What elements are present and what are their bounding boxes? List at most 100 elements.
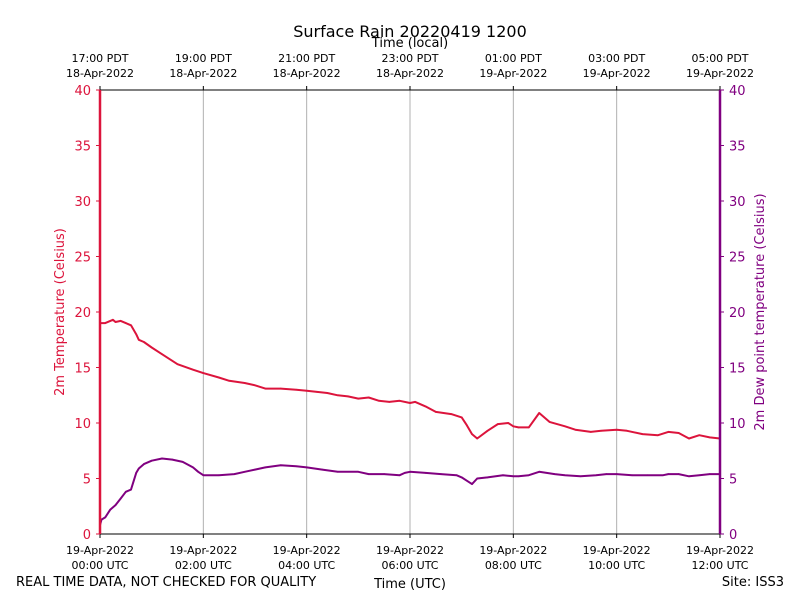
data-point-dewpoint <box>254 468 256 471</box>
data-point-dewpoint <box>528 474 530 477</box>
data-point-dewpoint <box>243 471 246 473</box>
data-point-temperature <box>305 390 308 392</box>
data-point-temperature <box>517 426 520 429</box>
data-point-dewpoint <box>460 476 463 479</box>
data-point-dewpoint <box>708 473 711 475</box>
data-point-dewpoint <box>440 473 442 475</box>
data-point-temperature <box>114 321 117 323</box>
data-point-temperature <box>135 333 137 336</box>
x-tick-label-time: 04:00 UTC <box>278 559 335 572</box>
x-tick-label-time: 08:00 UTC <box>485 559 542 572</box>
data-point-dewpoint <box>698 474 701 477</box>
data-point-dewpoint <box>218 474 220 477</box>
x-tick-label-date: 19-Apr-2022 <box>583 544 651 557</box>
x-tick-label-date: 19-Apr-2022 <box>169 544 237 557</box>
data-point-dewpoint <box>398 474 401 477</box>
x-tick-label-time: 10:00 UTC <box>588 559 645 572</box>
x-tick-label-date: 19-Apr-2022 <box>376 544 444 557</box>
y-tick-label-right: 0 <box>729 528 737 543</box>
data-point-dewpoint <box>605 473 608 475</box>
data-point-temperature <box>280 387 282 390</box>
x-tick-label-time: 02:00 UTC <box>175 559 232 572</box>
data-point-temperature <box>161 353 163 356</box>
data-point-dewpoint <box>171 458 174 461</box>
top-tick-label-date: 19-Apr-2022 <box>583 67 651 80</box>
data-point-temperature <box>130 324 132 327</box>
data-point-temperature <box>218 376 220 379</box>
data-point-temperature <box>657 434 659 437</box>
data-point-dewpoint <box>202 474 205 477</box>
x-tick-label-date: 19-Apr-2022 <box>273 544 341 557</box>
data-point-temperature <box>254 384 256 387</box>
y-tick-label-left: 0 <box>83 528 91 543</box>
top-tick-label-time: 19:00 PDT <box>175 52 232 65</box>
data-point-dewpoint <box>615 473 618 475</box>
data-quality-note: REAL TIME DATA, NOT CHECKED FOR QUALITY <box>16 575 317 590</box>
data-point-temperature <box>378 400 380 402</box>
data-point-dewpoint <box>466 479 468 482</box>
data-point-temperature <box>512 425 515 428</box>
data-point-dewpoint <box>564 474 566 477</box>
data-point-dewpoint <box>677 473 680 475</box>
data-point-temperature <box>460 416 463 419</box>
top-tick-label-date: 18-Apr-2022 <box>273 67 341 80</box>
x-tick-label-date: 19-Apr-2022 <box>686 544 754 557</box>
data-point-temperature <box>528 426 530 429</box>
data-point-temperature <box>243 382 246 384</box>
data-point-dewpoint <box>125 491 127 493</box>
data-point-dewpoint <box>135 472 137 474</box>
data-point-temperature <box>264 387 267 390</box>
data-point-dewpoint <box>512 475 515 478</box>
y-tick-label-left: 10 <box>74 417 91 432</box>
data-point-dewpoint <box>646 474 649 477</box>
data-point-dewpoint <box>538 471 540 473</box>
y-tick-label-left: 25 <box>74 251 91 266</box>
y-tick-label-right: 10 <box>729 417 746 432</box>
data-point-temperature <box>548 421 551 423</box>
y-tick-label-right: 5 <box>729 473 737 488</box>
data-point-temperature <box>138 339 140 341</box>
data-point-dewpoint <box>662 474 664 477</box>
y-axis-label-left: 2m Temperature (Celsius) <box>53 228 68 396</box>
top-tick-label-time: 23:00 PDT <box>381 52 438 65</box>
x-tick-label-time: 00:00 UTC <box>71 559 128 572</box>
data-point-temperature <box>295 388 298 391</box>
x-tick-label-time: 12:00 UTC <box>691 559 748 572</box>
data-point-dewpoint <box>295 465 298 468</box>
data-point-temperature <box>357 397 360 400</box>
data-point-dewpoint <box>321 468 324 471</box>
data-point-temperature <box>688 437 690 440</box>
y-tick-label-left: 20 <box>74 306 91 321</box>
x-tick-label-date: 19-Apr-2022 <box>66 544 134 557</box>
data-point-temperature <box>677 432 680 434</box>
data-point-temperature <box>641 433 644 435</box>
data-point-dewpoint <box>688 475 690 478</box>
y-tick-label-left: 30 <box>74 195 91 210</box>
top-tick-label-time: 21:00 PDT <box>278 52 335 65</box>
data-point-dewpoint <box>192 466 194 469</box>
data-point-temperature <box>590 431 592 433</box>
data-point-temperature <box>398 400 401 402</box>
data-point-temperature <box>112 319 114 321</box>
site-label: Site: ISS3 <box>721 575 784 590</box>
series-line-dewpoint <box>99 457 720 526</box>
data-point-dewpoint <box>357 471 360 473</box>
data-point-dewpoint <box>667 473 670 475</box>
data-point-temperature <box>347 395 349 398</box>
top-axis-label: Time (local) <box>371 36 448 51</box>
data-point-dewpoint <box>476 477 479 480</box>
data-point-dewpoint <box>197 471 199 473</box>
data-point-temperature <box>104 322 106 324</box>
data-point-dewpoint <box>486 476 489 479</box>
data-point-temperature <box>698 434 701 437</box>
data-point-temperature <box>228 380 230 382</box>
data-point-dewpoint <box>383 473 386 475</box>
data-point-temperature <box>202 372 205 374</box>
data-point-temperature <box>316 391 318 393</box>
y-tick-label-right: 15 <box>729 362 746 377</box>
data-point-dewpoint <box>130 488 132 491</box>
data-point-temperature <box>367 396 370 399</box>
data-point-dewpoint <box>305 466 308 469</box>
y-tick-label-right: 20 <box>729 306 746 321</box>
data-point-dewpoint <box>424 472 427 474</box>
